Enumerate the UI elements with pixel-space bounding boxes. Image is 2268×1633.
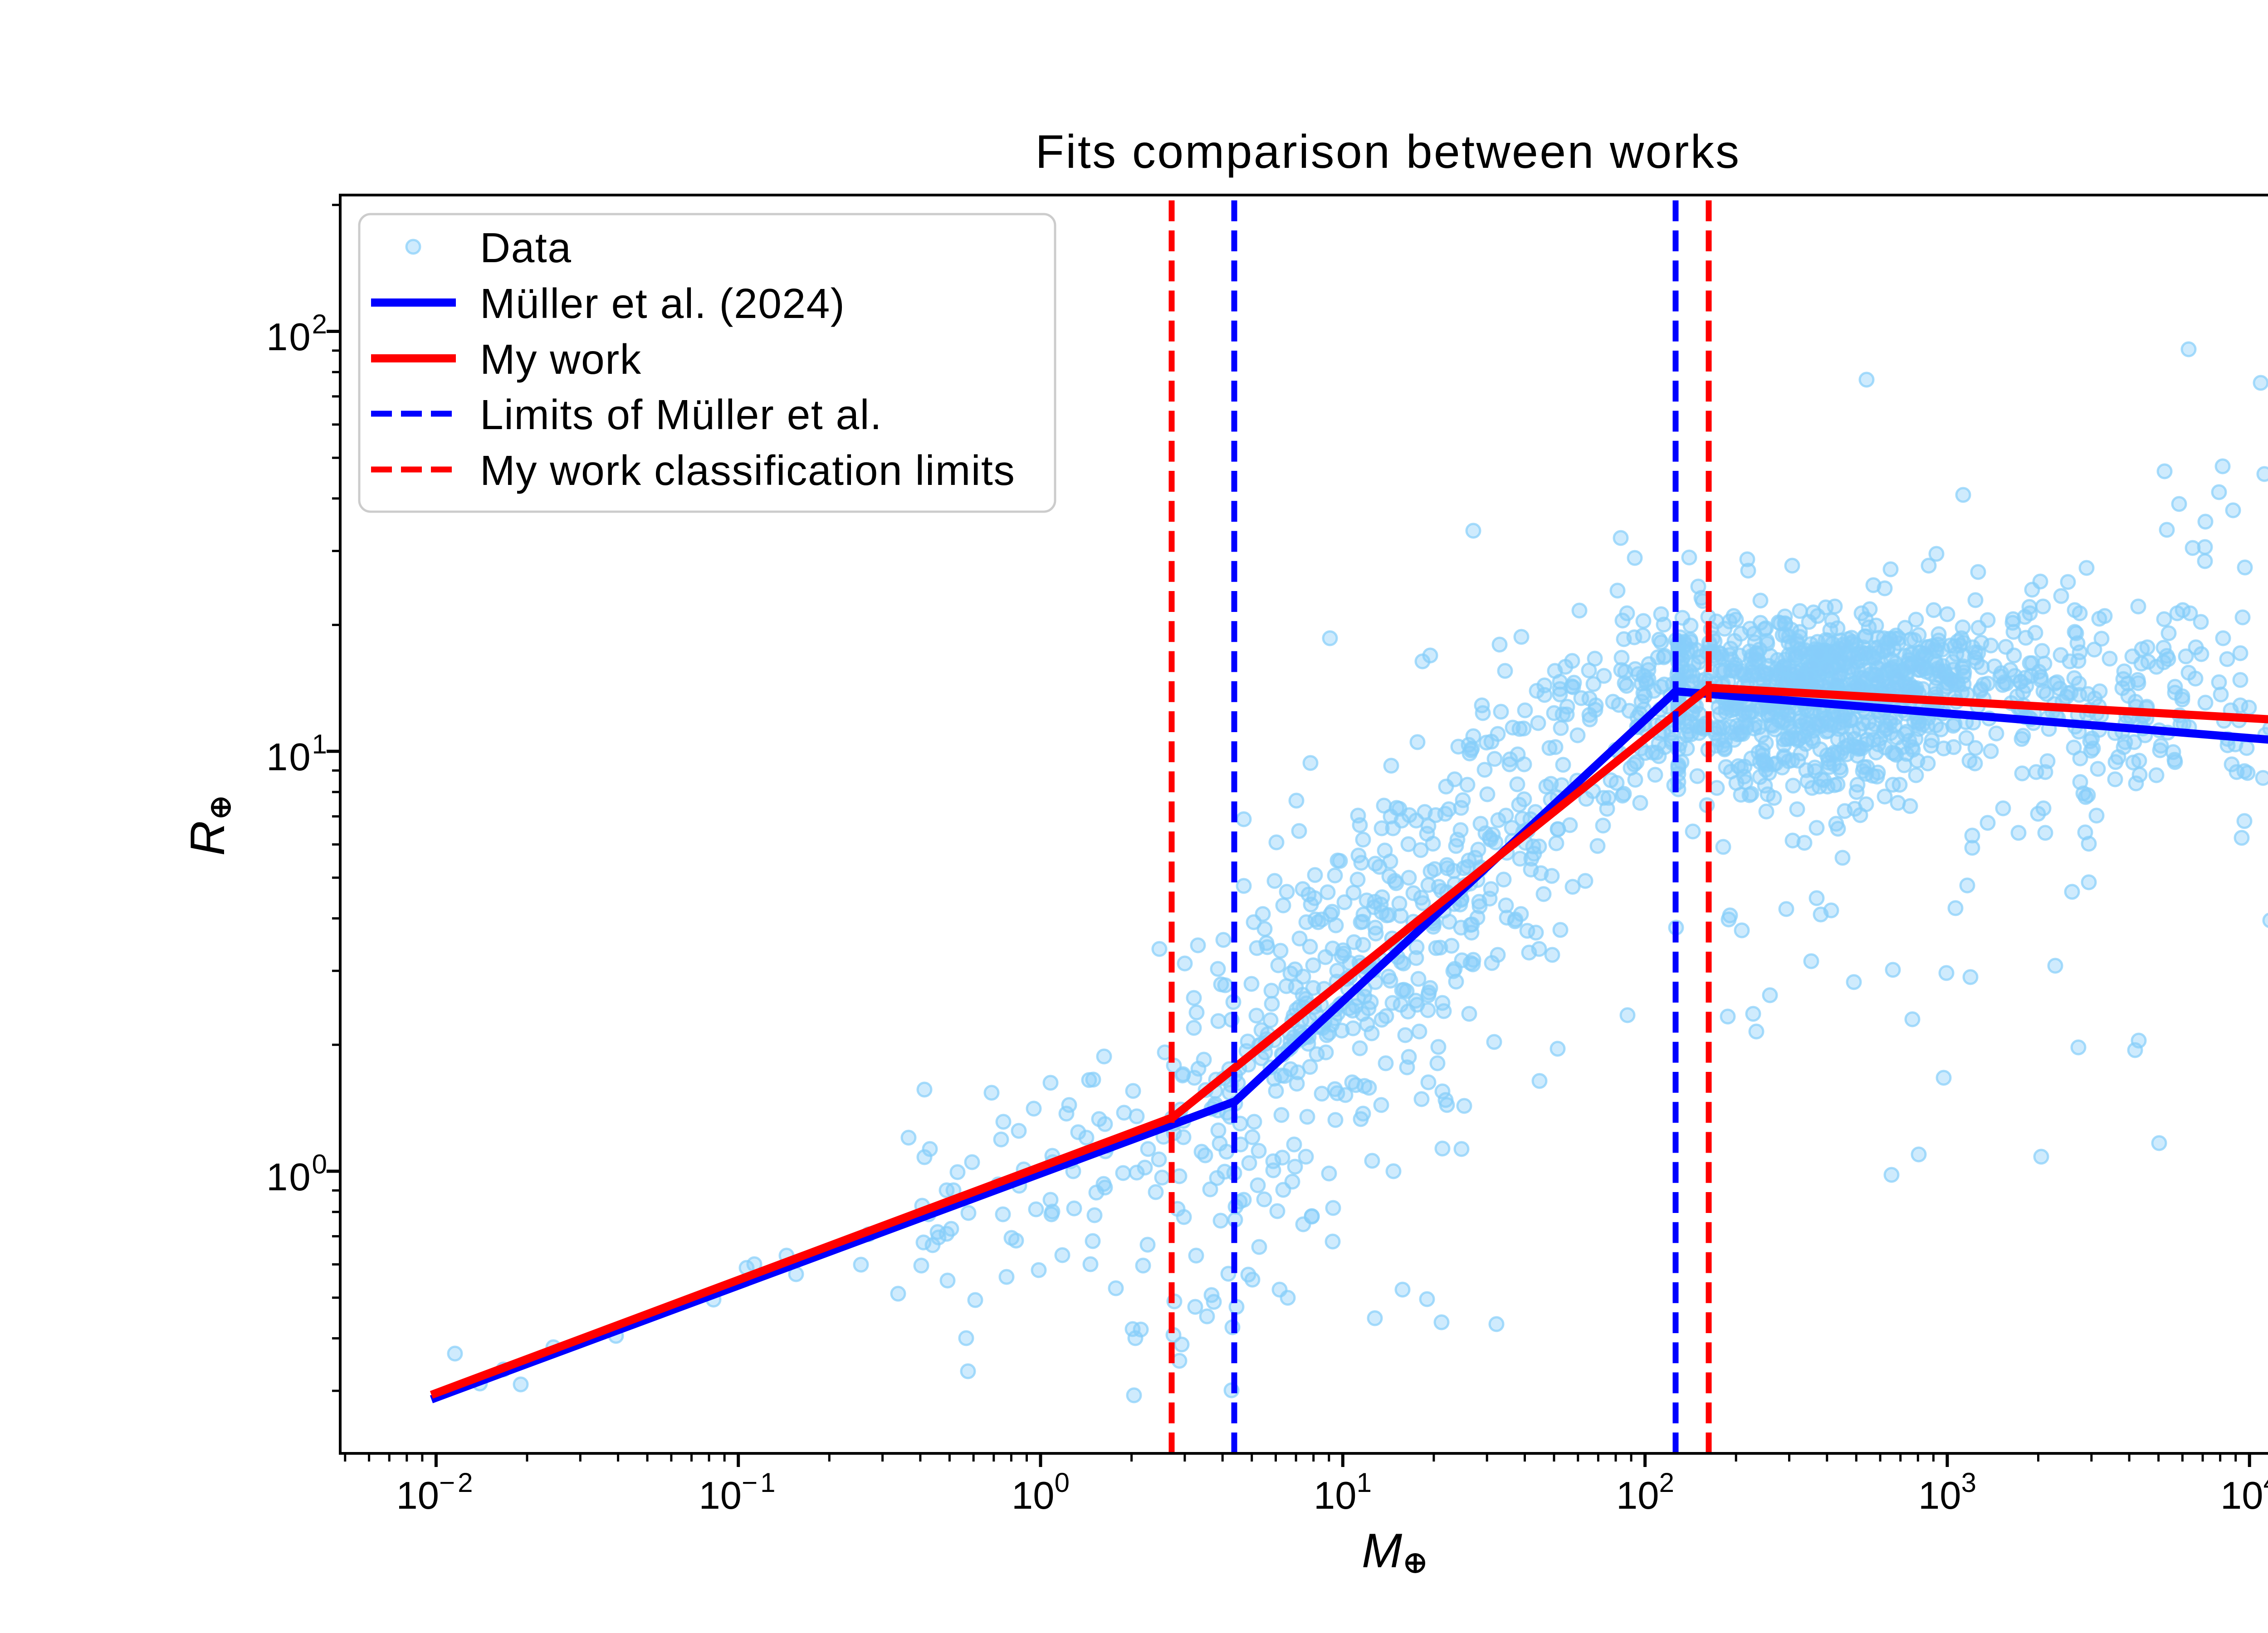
svg-text:Fits comparison between works: Fits comparison between works <box>1035 126 1740 178</box>
svg-text:Data: Data <box>480 224 572 271</box>
svg-text:M: M <box>1362 1523 1403 1578</box>
svg-text:101: 101 <box>1314 1467 1372 1517</box>
svg-text:102: 102 <box>266 309 328 359</box>
svg-text:My work: My work <box>480 336 642 383</box>
svg-text:R: R <box>180 821 235 856</box>
svg-text:104: 104 <box>2220 1467 2268 1517</box>
svg-text:Limits of Müller et al.: Limits of Müller et al. <box>480 391 882 438</box>
svg-text:103: 103 <box>1918 1467 1976 1517</box>
svg-text:Müller et al. (2024): Müller et al. (2024) <box>480 280 845 327</box>
svg-text:My work classification limits: My work classification limits <box>480 447 1015 494</box>
